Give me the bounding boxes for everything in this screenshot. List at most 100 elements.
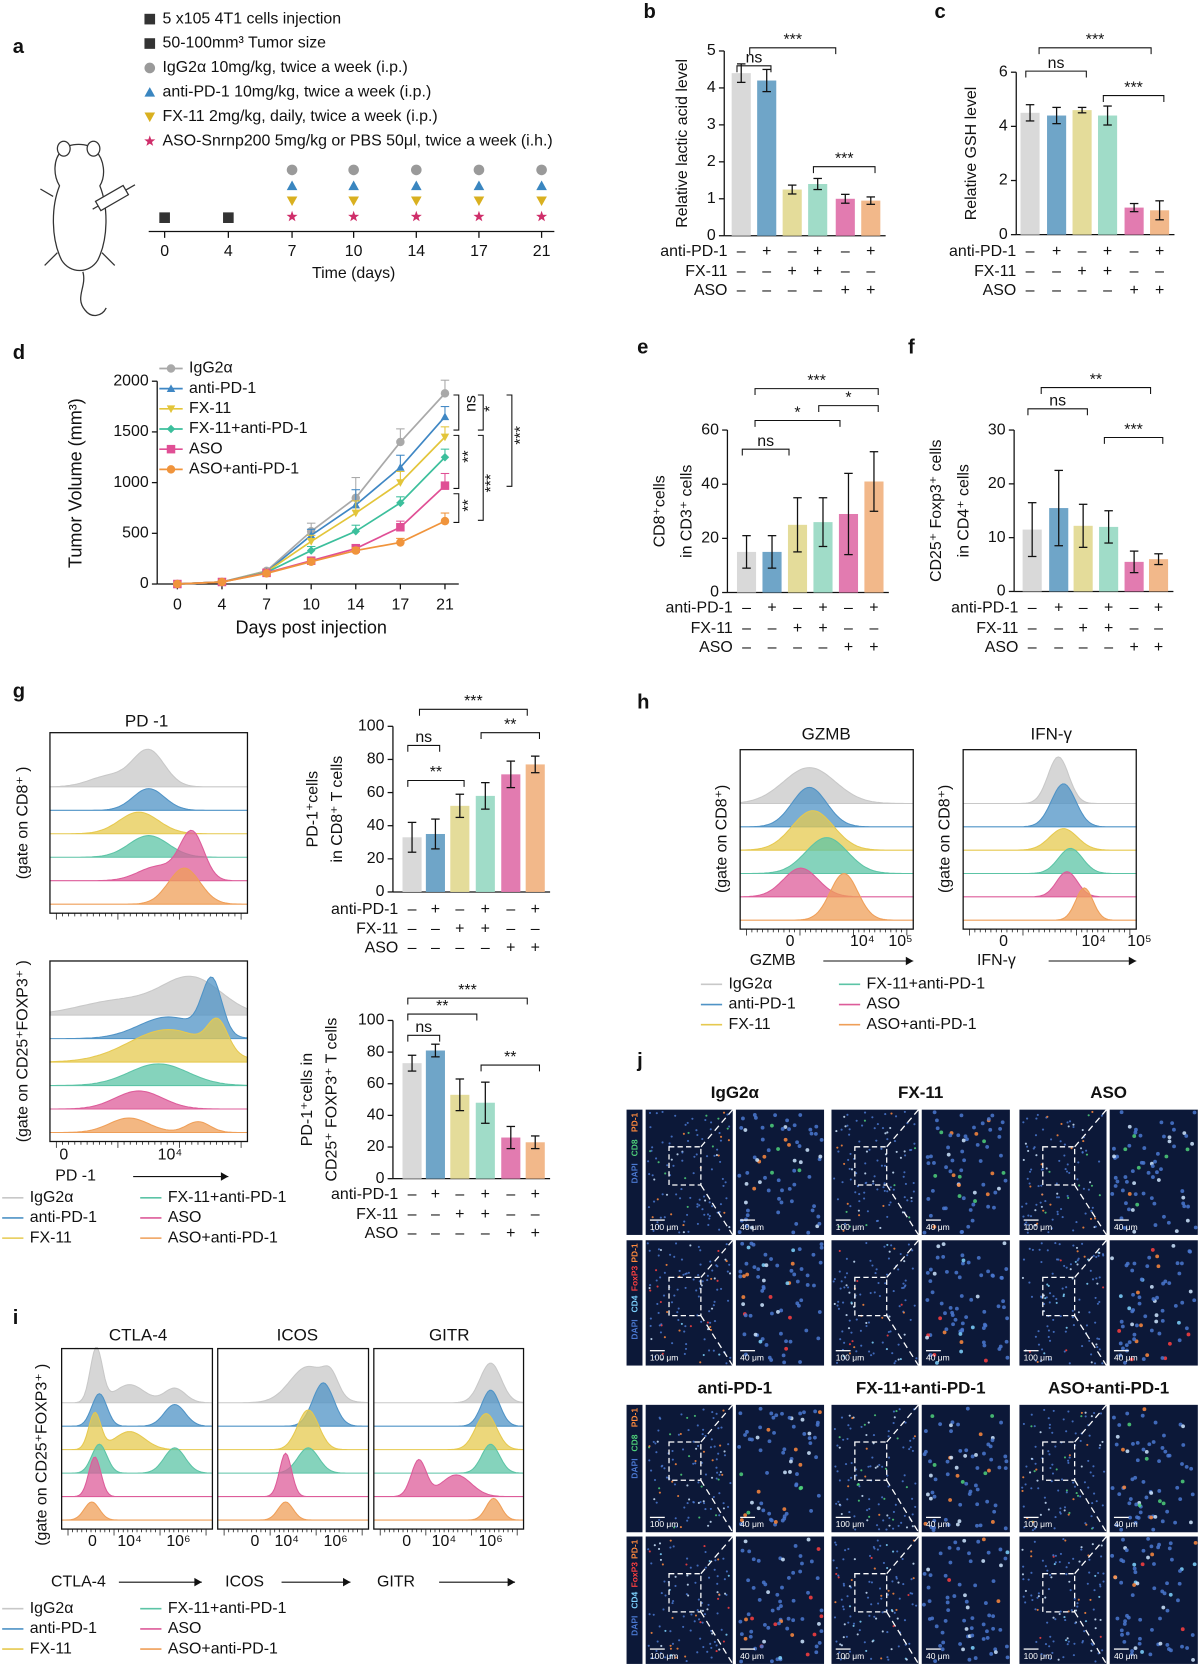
cell [725,1633,728,1636]
cell [1165,1581,1169,1586]
condition-sign: + [481,1186,490,1203]
cell [985,1629,989,1634]
histogram-ridge [962,783,1137,828]
cell [1170,1121,1175,1126]
cell [704,1199,707,1202]
cell [1055,1182,1058,1185]
legend-label: ASO [168,1620,202,1637]
cell [703,1545,706,1548]
cell [786,1616,791,1621]
bar [1020,112,1040,235]
cell [716,1288,719,1291]
cell [935,1126,940,1131]
condition-sign: – [841,263,850,280]
cell [716,1612,719,1615]
cell [859,1293,862,1296]
cell [788,1470,792,1474]
cell [1058,1560,1061,1564]
cell [738,1619,743,1624]
cell [717,1597,720,1600]
cell [838,1270,841,1273]
cell [1047,1329,1051,1332]
cell [833,1616,837,1619]
cell [716,1471,719,1474]
cell [1030,1295,1034,1298]
cell [1180,1189,1185,1194]
bar [450,1094,470,1179]
cell [701,1621,704,1624]
cell [1094,1574,1097,1577]
cell [1098,1583,1102,1586]
zoom-box [668,1573,702,1613]
cell [660,1324,663,1327]
cell [661,1110,664,1114]
cell [836,1470,839,1473]
histogram-ridge [49,1063,248,1087]
cell [1087,1114,1090,1117]
cell [1087,1188,1090,1191]
cell [1093,1411,1096,1415]
cell [800,1561,804,1566]
cell [1047,1284,1050,1287]
cell [1113,1184,1118,1188]
cell [802,1432,807,1436]
error-bar [813,177,822,191]
cell [751,1242,756,1247]
cell [997,1186,1001,1191]
cell [756,1274,761,1279]
cell [901,1557,904,1561]
condition-sign: – [737,282,746,299]
cell [835,1130,838,1133]
channel-strip [626,1404,643,1533]
cell [1132,1332,1137,1337]
cell [702,1428,705,1431]
cell [904,1299,907,1302]
cell [1141,1447,1146,1452]
cell [881,1630,884,1633]
panel-label: e [637,337,648,359]
cell [1062,1656,1065,1659]
cell [1040,1348,1044,1351]
cell [1159,1120,1164,1125]
cell [656,1440,659,1443]
cell [785,1281,790,1286]
cell [674,1656,677,1659]
condition-sign: + [1155,282,1164,299]
cell [1052,1295,1055,1298]
cell [895,1577,898,1580]
cell [836,1444,839,1447]
cell [1075,1492,1078,1495]
cell [782,1507,787,1512]
significance-label: *** [1124,421,1143,438]
cell [982,1451,986,1456]
cell [1166,1220,1171,1225]
cell [1032,1520,1035,1524]
legend-label: FX-11 [189,400,231,417]
cell [1122,1226,1127,1230]
cell [926,1567,931,1572]
cell [685,1343,688,1346]
cell [1059,1552,1063,1555]
condition-label: ASO [983,282,1017,299]
condition-label: anti-PD-1 [951,600,1018,617]
cell [1034,1335,1037,1338]
cell [975,1502,980,1507]
cell [1048,1453,1051,1456]
cell [816,1214,821,1219]
cell [932,1224,937,1229]
scale-label: 40 μm [926,1519,950,1529]
series-point [306,538,316,546]
channel-label: CD8 [629,1139,639,1156]
cell [1083,1630,1086,1633]
cell [1085,1153,1089,1156]
cell [1113,1575,1118,1580]
cell [1045,1167,1048,1170]
cell [973,1656,978,1661]
cell [1080,1465,1083,1468]
cell [1062,1538,1065,1541]
cell [766,1188,771,1193]
cell [652,1200,656,1203]
cell [910,1578,913,1581]
cell [762,1622,767,1627]
cell [713,1320,717,1323]
